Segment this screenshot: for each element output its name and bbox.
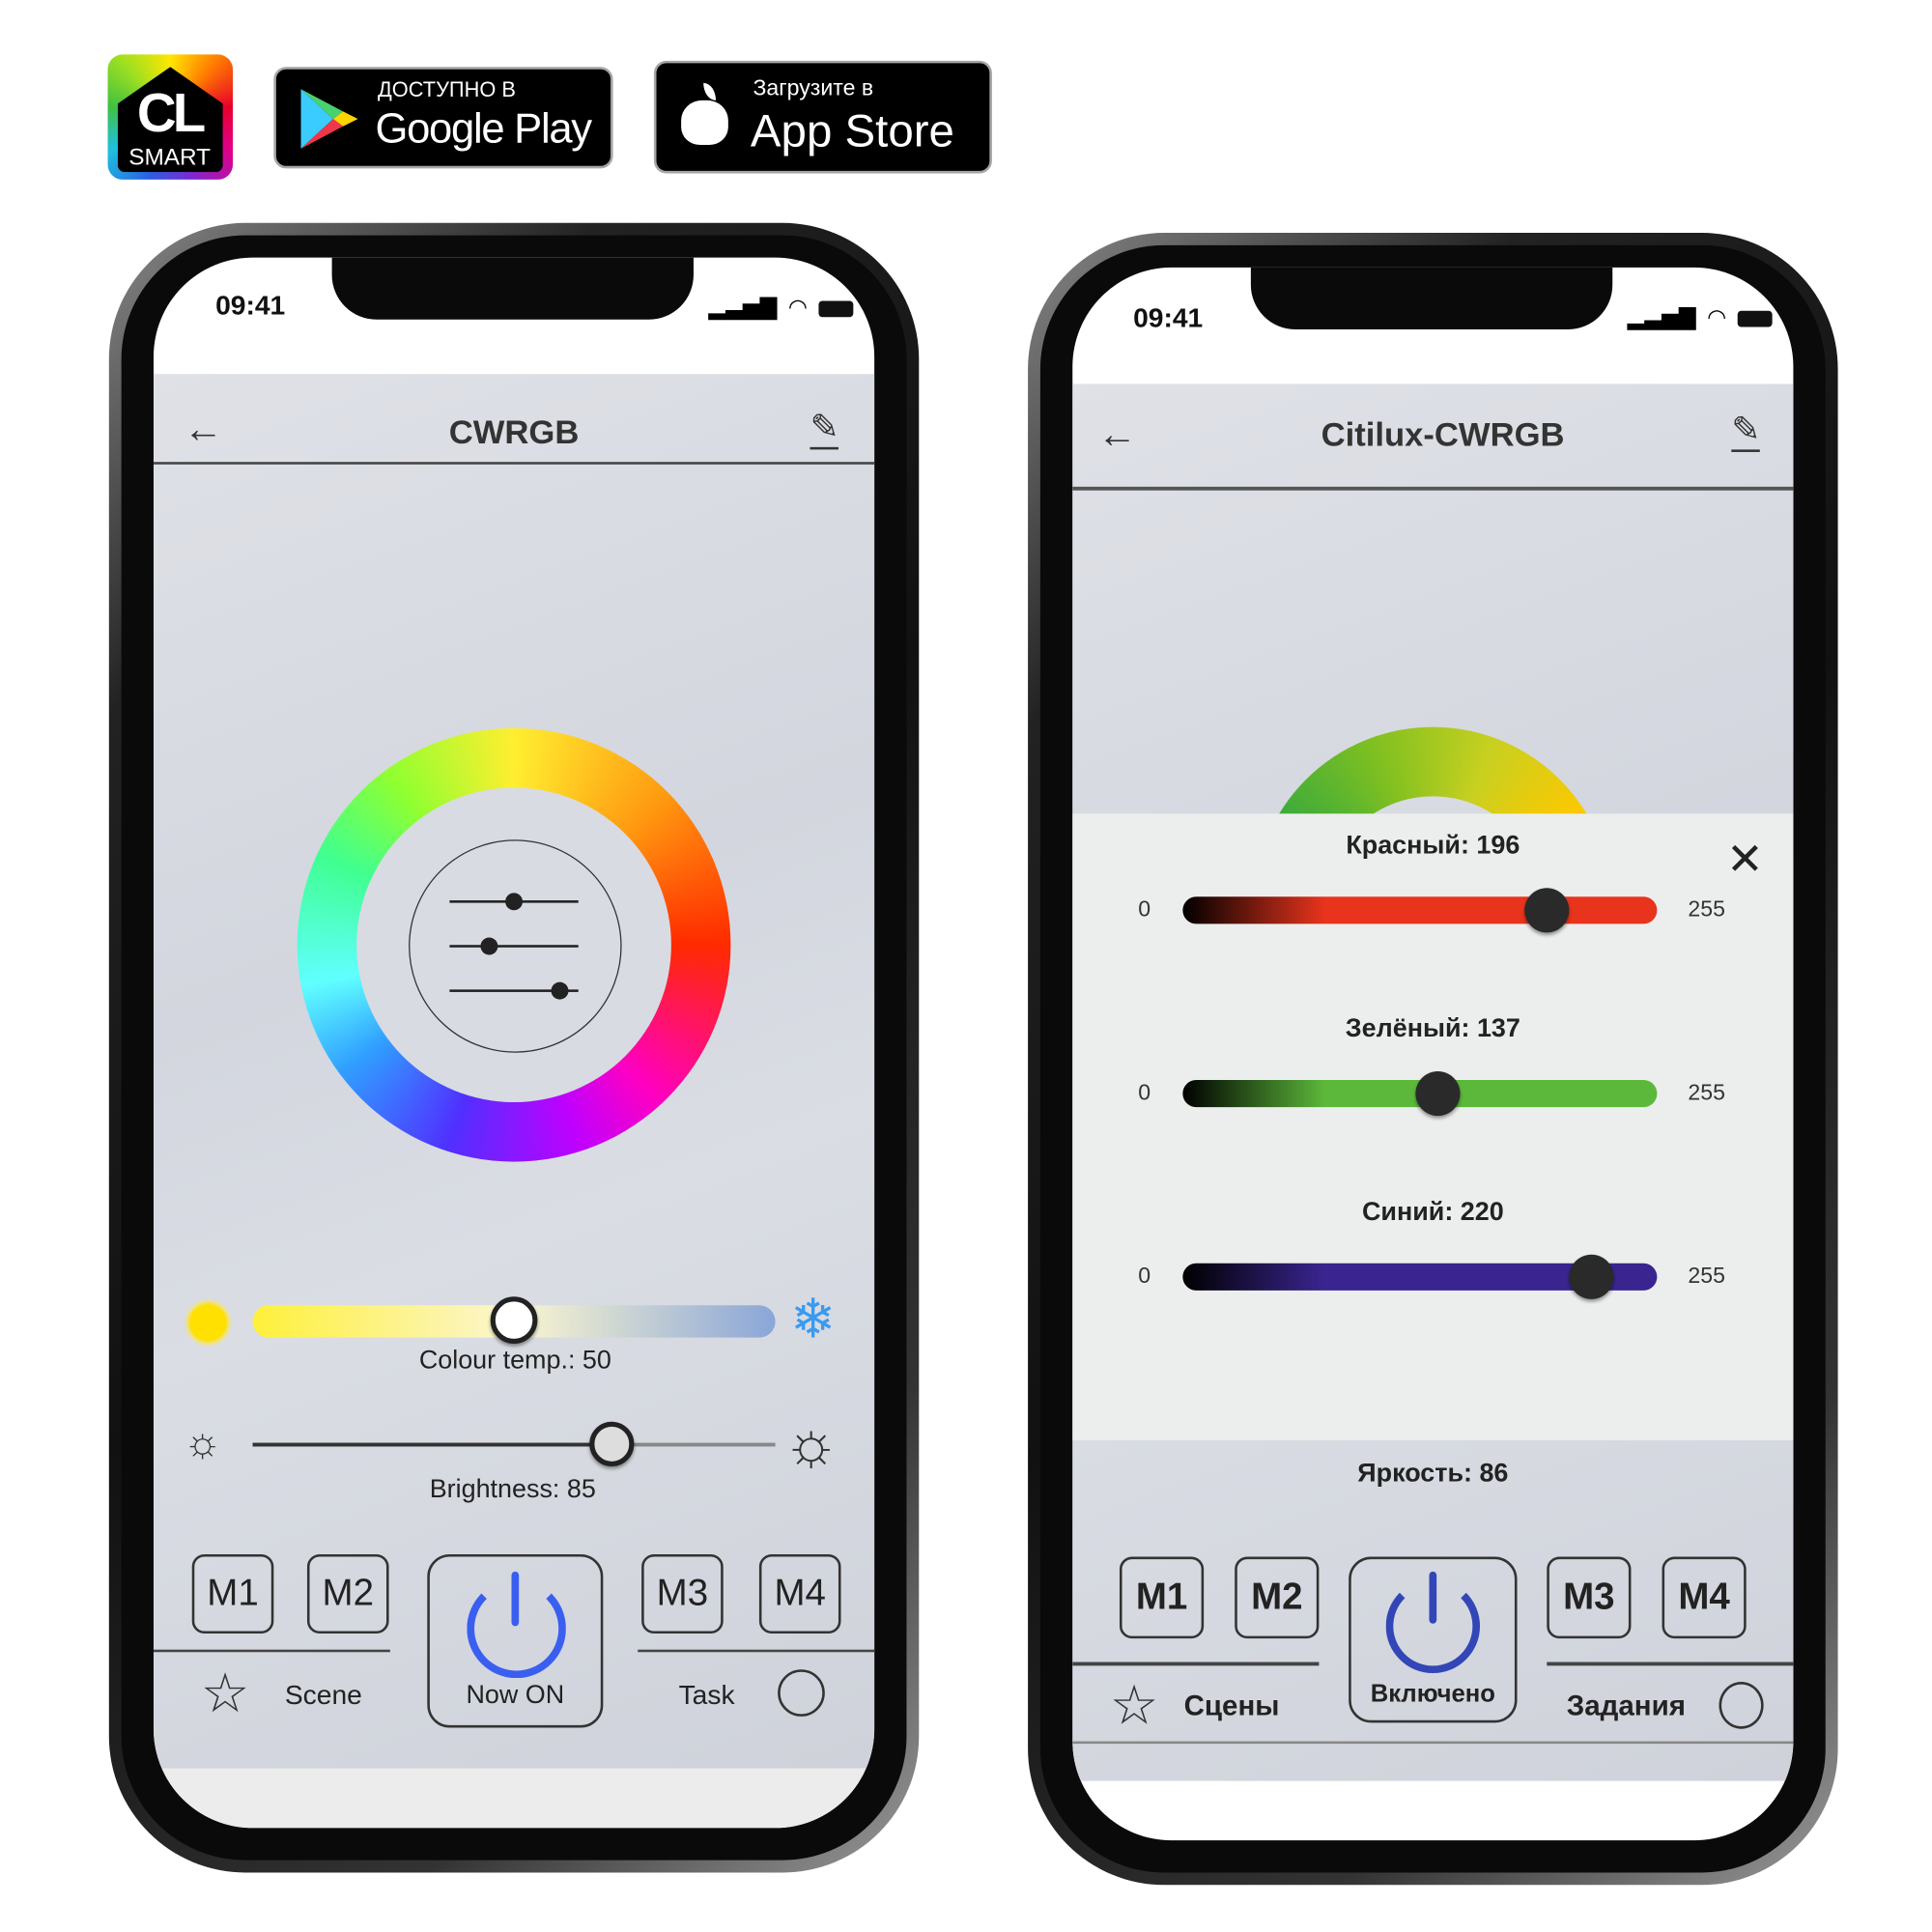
edit-pencil-icon[interactable]: ✎ <box>810 407 839 450</box>
rgb-slider-max: 255 <box>1688 1263 1725 1289</box>
rgb-slider-label: Синий: 220 <box>1361 1197 1504 1227</box>
rgb-slider-knob[interactable] <box>1569 1254 1615 1299</box>
brightness-knob[interactable] <box>589 1421 635 1466</box>
rgb-slider-knob[interactable] <box>1415 1070 1461 1117</box>
brightness-high-icon: ☼ <box>782 1407 840 1478</box>
back-arrow-icon[interactable]: ← <box>1096 411 1137 456</box>
signal-icon: ▂▃▅▇ <box>708 295 778 320</box>
scene-star-icon[interactable]: ☆ <box>200 1662 250 1724</box>
mode-m4-button[interactable]: M4 <box>1662 1556 1747 1639</box>
wifi-icon: ◠ <box>1707 304 1727 330</box>
power-icon <box>467 1578 566 1679</box>
battery-icon <box>818 300 854 317</box>
task-tab[interactable]: Задания <box>1566 1689 1686 1722</box>
rgb-slider-max: 255 <box>1688 896 1725 922</box>
mode-m1-button[interactable]: M1 <box>191 1553 274 1634</box>
mode-m2-button[interactable]: M2 <box>306 1553 389 1634</box>
google-play-badge[interactable]: ДОСТУПНО В Google Play <box>273 67 613 169</box>
mode-m4-button[interactable]: M4 <box>758 1553 841 1634</box>
app-store-badge[interactable]: Загрузите в App Store <box>653 60 992 174</box>
status-icons: ▂▃▅▇ ◠ <box>1628 304 1773 330</box>
rgb-slider-label: Красный: 196 <box>1346 831 1520 860</box>
warm-sun-icon <box>183 1297 234 1348</box>
mode-m3-button[interactable]: M3 <box>1547 1556 1632 1639</box>
google-play-icon <box>300 89 358 149</box>
signal-icon: ▂▃▅▇ <box>1627 304 1696 330</box>
mode-m3-button[interactable]: M3 <box>641 1553 724 1634</box>
power-icon <box>1385 1578 1481 1674</box>
scene-tab[interactable]: Scene <box>284 1679 362 1711</box>
phone-right-screen: 09:41 ▂▃▅▇ ◠ ← Citilux-CWRGB ✎ ✕ Красный… <box>1072 267 1794 1841</box>
rgb-slider-min: 0 <box>1138 896 1151 922</box>
alarm-clock-icon[interactable] <box>1719 1682 1764 1729</box>
rgb-slider-min: 0 <box>1138 1263 1151 1289</box>
brightness-slider[interactable] <box>252 1442 776 1447</box>
cl-smart-logo: CL SMART <box>107 54 234 180</box>
colour-temp-knob[interactable] <box>490 1296 538 1345</box>
close-icon[interactable]: ✕ <box>1726 833 1764 885</box>
rgb-slider-max: 255 <box>1688 1079 1725 1105</box>
back-arrow-icon[interactable]: ← <box>183 406 223 451</box>
rgb-slider-track[interactable] <box>1182 896 1658 924</box>
task-tab[interactable]: Task <box>678 1679 735 1711</box>
wifi-icon: ◠ <box>787 295 809 320</box>
edit-pencil-icon[interactable]: ✎ <box>1731 409 1761 452</box>
color-wheel[interactable] <box>297 727 731 1162</box>
battery-icon <box>1737 310 1773 327</box>
mode-m1-button[interactable]: M1 <box>1119 1556 1205 1639</box>
scene-tab[interactable]: Сцены <box>1183 1689 1280 1722</box>
rgb-slider-min: 0 <box>1138 1079 1151 1105</box>
sliders-adjust-icon[interactable] <box>409 839 622 1053</box>
brightness-low-icon: ☼ <box>183 1419 222 1466</box>
scene-star-icon[interactable]: ☆ <box>1109 1675 1159 1737</box>
phone-left-screen: 09:41 ▂▃▅▇ ◠ ← CWRGB ✎ ❄ Colour temp.: 5… <box>153 257 875 1829</box>
mode-m2-button[interactable]: M2 <box>1235 1556 1320 1639</box>
power-button[interactable]: Now ON <box>427 1553 604 1728</box>
rgb-slider-knob[interactable] <box>1524 888 1570 933</box>
rgb-slider-label: Зелёный: 137 <box>1345 1013 1520 1043</box>
cold-snowflake-icon: ❄ <box>789 1289 837 1350</box>
alarm-clock-icon[interactable] <box>778 1669 825 1717</box>
power-button[interactable]: Включено <box>1349 1556 1518 1723</box>
apple-icon <box>679 82 731 145</box>
status-icons: ▂▃▅▇ ◠ <box>708 295 854 321</box>
